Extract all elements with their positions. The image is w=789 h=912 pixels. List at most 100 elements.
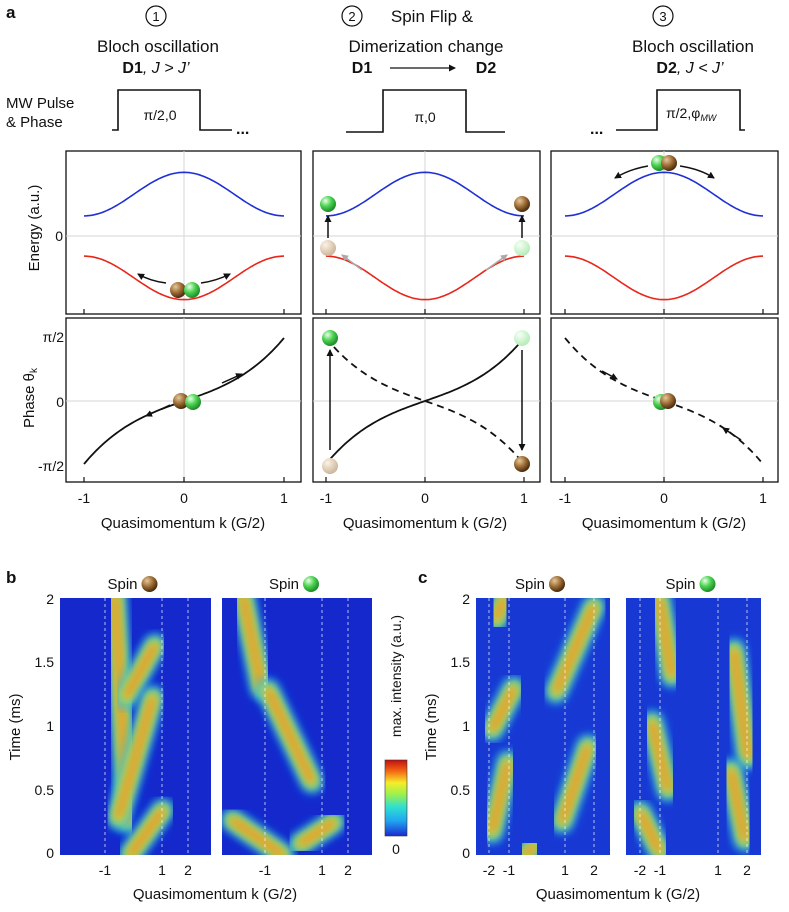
- heatmap-c-green: -2 -1 1 2 Spin: [626, 576, 761, 878]
- heatmap-streak: [128, 808, 165, 855]
- col3-left-arrow: [614, 165, 649, 179]
- heatmap-k-tick: -2: [634, 862, 647, 878]
- step-2-number: 2: [348, 9, 355, 24]
- mw-pulse-3-main: π/2,φ: [666, 105, 700, 121]
- col3-x-axis: -1 0 1 Quasimomentum k (G/2): [559, 490, 767, 532]
- heatmap-spin-label: Spin: [107, 576, 137, 593]
- step-3-condition: , J < J’: [677, 60, 724, 77]
- col1-x-tick-1: 1: [280, 490, 288, 506]
- lower-band-line: [83, 255, 285, 301]
- b-time-tick: 2: [46, 591, 54, 607]
- heatmap-streak: [298, 820, 336, 846]
- phase-dashed-curve: [325, 337, 525, 465]
- heatmap-k-tick: -1: [259, 862, 272, 878]
- heatmap-k-tick: 1: [714, 862, 722, 878]
- b-time-tick: 1.5: [35, 654, 55, 670]
- step-2-number-circle: [341, 5, 363, 27]
- col1-phase-left-arrow: [145, 404, 171, 417]
- heatmap-k-tick: -1: [503, 862, 516, 878]
- phase-axis-sub: k: [29, 367, 40, 373]
- upper-band-line: [83, 171, 285, 217]
- col3-x-label: Quasimomentum k (G/2): [582, 515, 746, 532]
- colorbar-zero: 0: [392, 841, 400, 857]
- heatmap-streak: [241, 598, 264, 691]
- phase-tick-mid: 0: [56, 394, 64, 410]
- spin-brown-ball: [660, 393, 676, 409]
- step-1-dimer-name: D1: [122, 60, 143, 77]
- spin-green-ball: [322, 330, 338, 346]
- mw-pulse-3-ellipsis: ...: [590, 121, 603, 138]
- heatmap-streak: [554, 604, 596, 694]
- spin-green-ball: [184, 282, 200, 298]
- spin-brown-ball: [549, 576, 565, 592]
- col1-x-label: Quasimomentum k (G/2): [101, 515, 265, 532]
- spin-green-ball: [320, 196, 336, 212]
- phase-plot-2: [312, 317, 541, 483]
- col2-x-axis: -1 0 1 Quasimomentum k (G/2): [320, 490, 528, 532]
- panel-label-a: a: [6, 3, 16, 22]
- heatmaps: -1 1 2 Spin -1 1 2 Spin -2 -1 1 2 Spin -2 -1 1 2 Spin 2 1.5…: [35, 576, 761, 903]
- step-1-number: 1: [152, 9, 159, 24]
- step-1-condition: , J > J’: [143, 60, 190, 77]
- step-3-dimer-name: D2: [656, 60, 677, 77]
- mw-label-line1: MW Pulse: [6, 95, 74, 112]
- heatmap-k-tick: 1: [561, 862, 569, 878]
- colorbar: max. intensity (a.u.) 0: [384, 615, 408, 857]
- heatmap-streak: [266, 688, 314, 784]
- heatmap-streak: [230, 818, 285, 855]
- col1-left-arrow: [137, 273, 167, 284]
- spin-green-faded-ball: [514, 240, 530, 256]
- heatmap-streak: [124, 643, 157, 699]
- step-2-title: Spin Flip &: [391, 7, 474, 26]
- heatmap-k-tick: -2: [483, 862, 496, 878]
- phase-tick-top: π/2: [43, 329, 65, 345]
- heatmap-k-tick: 1: [158, 862, 166, 878]
- heatmap-k-tick: 2: [184, 862, 192, 878]
- heatmap-spin-label: Spin: [515, 576, 545, 593]
- spin-brown-faded-ball: [320, 240, 336, 256]
- col2-x-tick-1: 1: [520, 490, 528, 506]
- phase-tick-bottom: -π/2: [38, 458, 64, 474]
- heatmap-spin-label: Spin: [665, 576, 695, 593]
- heatmap-streak: [490, 760, 510, 834]
- col3-x-tick-1: 1: [759, 490, 767, 506]
- colorbar-label: max. intensity (a.u.): [388, 615, 404, 737]
- spin-brown-ball: [514, 456, 530, 472]
- c-time-tick: 1: [462, 718, 470, 734]
- upper-band-line: [325, 171, 525, 217]
- col3-phase-left-arrow: [601, 370, 618, 380]
- step-1-dimer: D1, J > J’: [122, 60, 190, 77]
- col3-x-tick-0: 0: [660, 490, 668, 506]
- phase-axis-text: Phase θ: [21, 373, 38, 428]
- heatmap-k-tick: 2: [590, 862, 598, 878]
- mw-pulse-1-label: π/2,0: [143, 107, 176, 123]
- col2-x-label: Quasimomentum k (G/2): [343, 515, 507, 532]
- energy-plots: [65, 150, 779, 315]
- heatmap-signal: [222, 598, 345, 855]
- step-1-number-circle: [145, 5, 167, 27]
- spin-green-faded-ball: [514, 330, 530, 346]
- step-3-dimer: D2, J < J’: [656, 60, 724, 77]
- b-time-axis-label: Time (ms): [7, 694, 24, 761]
- heatmap-c-brown: -2 -1 1 2 Spin: [476, 576, 610, 878]
- col1-phase-right-arrow: [221, 373, 243, 384]
- heatmap-streak: [490, 686, 516, 732]
- step-1-heading: 1 Bloch oscillation D1, J > J’: [97, 5, 219, 77]
- energy-plot-frame: [312, 150, 541, 315]
- heatmap-k-tick: 2: [344, 862, 352, 878]
- energy-plot-2: [312, 150, 541, 315]
- mw-pulse-1-trace: [112, 89, 232, 131]
- col1-right-arrow: [200, 273, 231, 284]
- upper-band-line: [564, 171, 764, 217]
- spin-brown-ball: [141, 576, 158, 592]
- c-time-tick: 2: [462, 591, 470, 607]
- mw-label-line2: & Phase: [6, 114, 63, 131]
- mw-pulse-3-label: π/2,φMW: [666, 105, 718, 123]
- heatmap-streak: [729, 768, 747, 842]
- mw-pulse-1-ellipsis: ...: [236, 121, 249, 138]
- spin-green-ball: [185, 394, 201, 410]
- heatmap-signal: [626, 598, 761, 855]
- colorbar-gradient: [384, 759, 408, 837]
- step-2-subtitle: Dimerization change: [349, 37, 504, 56]
